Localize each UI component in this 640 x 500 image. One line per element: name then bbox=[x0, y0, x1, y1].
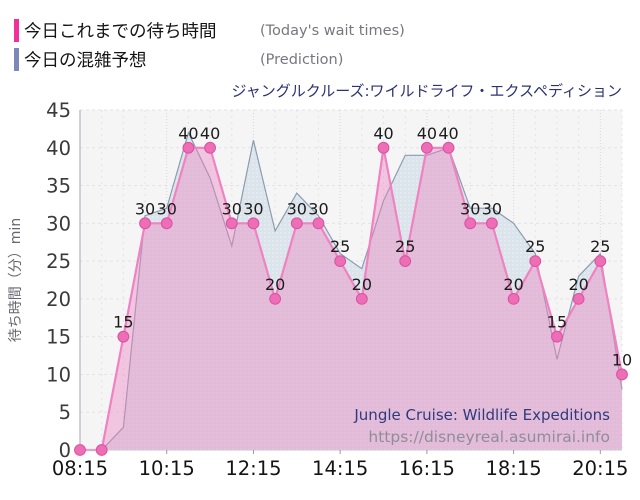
x-tick-label: 10:15 bbox=[139, 457, 195, 480]
data-point-marker bbox=[507, 292, 520, 305]
actual-line bbox=[80, 146, 624, 452]
y-tick-label: 45 bbox=[46, 99, 71, 122]
data-point-marker bbox=[182, 141, 195, 154]
x-tick-label: 16:15 bbox=[399, 457, 455, 480]
y-tick-label: 0 bbox=[59, 439, 71, 462]
x-tick-label: 18:15 bbox=[485, 457, 541, 480]
x-tick-label: 12:15 bbox=[225, 457, 281, 480]
legend: 今日これまでの待ち時間 (Today's wait times) 今日の混雑予想… bbox=[14, 16, 405, 74]
data-point-marker bbox=[420, 141, 433, 154]
data-point-label: 40 bbox=[373, 124, 393, 143]
data-point-label: 20 bbox=[352, 275, 372, 294]
actual-series-label: 今日これまでの待ち時間 bbox=[24, 22, 217, 42]
data-point-marker bbox=[269, 292, 282, 305]
prediction-series-label: 今日の混雑予想 bbox=[24, 51, 147, 71]
y-tick-label: 35 bbox=[46, 175, 71, 198]
data-point-label: 20 bbox=[265, 275, 285, 294]
y-tick-label: 30 bbox=[46, 212, 71, 235]
data-point-label: 25 bbox=[590, 237, 610, 256]
data-point-marker bbox=[399, 255, 412, 268]
x-tick-label: 20:15 bbox=[572, 457, 628, 480]
data-point-marker bbox=[117, 330, 130, 343]
data-point-label: 40 bbox=[178, 124, 198, 143]
data-point-label: 30 bbox=[135, 199, 155, 218]
legend-item-actual: 今日これまでの待ち時間 (Today's wait times) bbox=[14, 16, 405, 45]
watermark-attraction-name: Jungle Cruise: Wildlife Expeditions bbox=[353, 406, 610, 424]
data-point-marker bbox=[334, 255, 347, 268]
prediction-line bbox=[80, 131, 623, 451]
data-point-label: 40 bbox=[200, 124, 220, 143]
data-point-label: 30 bbox=[308, 199, 328, 218]
data-point-label: 20 bbox=[568, 275, 588, 294]
data-point-marker bbox=[529, 255, 542, 268]
y-tick-label: 5 bbox=[59, 401, 71, 424]
data-point-marker bbox=[551, 330, 563, 343]
data-point-marker bbox=[247, 217, 260, 230]
data-point-marker bbox=[312, 217, 325, 230]
chart-title: ジャングルクルーズ:ワイルドライフ・エクスペディション bbox=[231, 82, 622, 100]
actual-series-swatch bbox=[14, 19, 19, 42]
data-point-marker bbox=[572, 292, 585, 305]
data-point-label: 20 bbox=[503, 275, 523, 294]
data-point-marker bbox=[74, 444, 86, 456]
data-point-label: 30 bbox=[243, 199, 263, 218]
y-axis-title: 待ち時間（分）min bbox=[8, 218, 24, 342]
x-tick-label: 14:15 bbox=[312, 457, 368, 480]
data-point-label: 30 bbox=[460, 199, 480, 218]
data-point-label: 30 bbox=[222, 199, 242, 218]
data-point-label: 25 bbox=[395, 237, 415, 256]
data-point-marker bbox=[290, 217, 303, 230]
actual-series-label-en: (Today's wait times) bbox=[260, 22, 405, 39]
data-point-marker bbox=[225, 217, 238, 230]
data-point-marker bbox=[95, 444, 108, 456]
data-point-marker bbox=[355, 292, 368, 305]
prediction-series-label-en: (Prediction) bbox=[260, 51, 344, 68]
y-tick-label: 15 bbox=[46, 326, 71, 349]
data-point-label: 25 bbox=[525, 237, 545, 256]
data-point-label: 25 bbox=[330, 237, 350, 256]
data-point-label: 30 bbox=[157, 199, 177, 218]
data-point-label: 30 bbox=[482, 199, 502, 218]
watermark-url: https://disneyreal.asumirai.info bbox=[368, 428, 610, 446]
data-point-marker bbox=[594, 255, 607, 268]
x-tick-label: 08:15 bbox=[52, 457, 108, 480]
prediction-series-swatch bbox=[14, 48, 19, 71]
data-point-label: 15 bbox=[113, 313, 133, 332]
data-point-label: 10 bbox=[612, 350, 632, 369]
y-tick-label: 40 bbox=[46, 137, 71, 160]
data-point-marker bbox=[486, 217, 498, 230]
data-point-marker bbox=[160, 217, 173, 230]
y-tick-label: 25 bbox=[46, 250, 71, 273]
data-point-label: 40 bbox=[417, 124, 437, 143]
data-point-label: 30 bbox=[287, 199, 307, 218]
y-tick-label: 10 bbox=[46, 363, 71, 386]
data-point-marker bbox=[139, 217, 151, 230]
data-point-label: 40 bbox=[438, 124, 458, 143]
y-tick-label: 20 bbox=[46, 288, 71, 311]
prediction-area-texture bbox=[80, 132, 622, 450]
data-point-marker bbox=[464, 217, 477, 230]
legend-item-prediction: 今日の混雑予想 (Prediction) bbox=[14, 45, 405, 74]
data-point-label: 15 bbox=[547, 313, 567, 332]
data-point-marker bbox=[377, 141, 390, 154]
data-point-marker bbox=[616, 368, 628, 381]
data-point-marker bbox=[442, 141, 455, 154]
data-point-marker bbox=[204, 141, 216, 154]
